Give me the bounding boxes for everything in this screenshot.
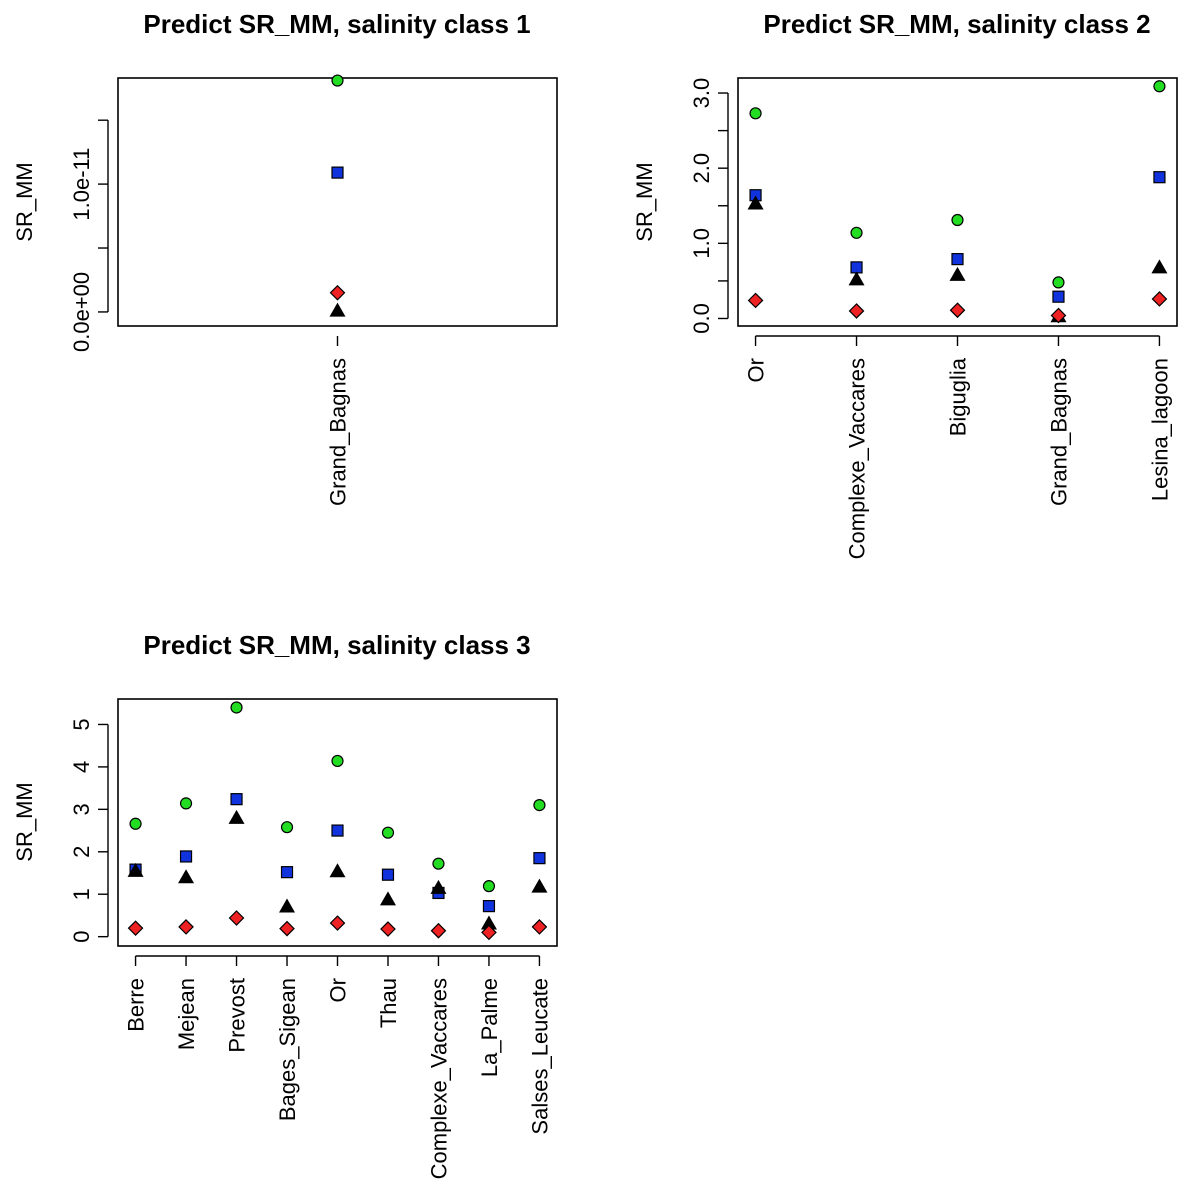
plot-frame [737, 77, 1178, 327]
chart-panel-1: Predict SR_MM, salinity class 1 0.0e+00 1.… [12, 9, 558, 506]
data-point-square [331, 166, 344, 179]
data-point-circle [850, 226, 863, 239]
y-tick-label: 3.0 [689, 78, 714, 109]
data-point-square [1153, 171, 1166, 184]
data-point-square [331, 824, 344, 837]
x-tick-label: Complexe_Vaccares [426, 978, 451, 1179]
data-point-circle [533, 798, 546, 812]
data-point-triangle [531, 878, 548, 893]
data-point-diamond [228, 910, 245, 926]
data-point-circle [1153, 80, 1166, 93]
data-point-square [533, 852, 546, 865]
data-point-diamond [1151, 291, 1168, 307]
x-tick-label: Lesina_lagoon [1147, 358, 1172, 501]
chart-title: Predict SR_MM, salinity class 3 [143, 630, 530, 660]
data-point-diamond [747, 292, 764, 309]
data-point-circle [749, 107, 762, 120]
data-point-triangle [178, 869, 195, 884]
y-tick-label: 1.0e-11 [69, 148, 94, 221]
chart-title: Predict SR_MM, salinity class 2 [763, 9, 1150, 39]
data-point-circle [331, 754, 344, 768]
data-point-triangle [329, 863, 346, 878]
y-tick-label: 5 [69, 718, 94, 730]
data-point-square [850, 261, 863, 274]
data-point-diamond [949, 302, 966, 319]
x-tick-label: Mejean [174, 978, 199, 1050]
chart-title: Predict SR_MM, salinity class 1 [143, 9, 530, 39]
data-point-circle [951, 213, 964, 227]
y-tick-label: 1 [69, 888, 94, 900]
data-point-square [1052, 290, 1065, 303]
data-point-diamond [178, 919, 194, 935]
data-point-diamond [1050, 307, 1067, 324]
x-tick-label: Biguglia [946, 357, 971, 436]
plot-frame [117, 698, 558, 947]
y-tick-label: 4 [69, 761, 94, 773]
y-tick-label: 2.0 [689, 153, 714, 184]
data-point-circle [280, 821, 294, 834]
data-point-circle [331, 74, 344, 87]
x-tick-label: Or [326, 978, 351, 1002]
data-point-triangle [747, 195, 764, 210]
x-tick-label: Grand_Bagnas [1046, 358, 1071, 506]
data-point-diamond [279, 920, 295, 937]
x-tick-label: La_Palme [477, 978, 502, 1077]
data-point-triangle [1151, 259, 1168, 274]
data-point-triangle [127, 862, 144, 877]
data-point-triangle [379, 891, 396, 906]
data-point-square [381, 868, 395, 881]
data-point-circle [381, 826, 395, 839]
data-point-circle [432, 857, 445, 870]
x-tick-label: Grand_Bagnas [326, 358, 351, 506]
data-point-circle [129, 817, 142, 830]
x-tick-label: Berre [124, 978, 149, 1032]
data-point-circle [482, 880, 496, 893]
data-point-triangle [480, 915, 497, 930]
data-point-square [230, 793, 243, 806]
y-tick-label: 0 [69, 931, 94, 943]
y-axis-title: SR_MM [12, 782, 37, 861]
chart-panel-2: Predict SR_MM, salinity class 2 0.0 1.0 2.0… [632, 9, 1178, 559]
data-point-diamond [329, 915, 346, 931]
y-tick-label: 1.0 [689, 228, 714, 259]
x-tick-label: Bages_Sigean [275, 978, 300, 1121]
x-tick-label: Prevost [225, 978, 250, 1053]
x-tick-label: Thau [376, 978, 401, 1028]
data-point-triangle [329, 302, 346, 317]
y-tick-label: 2 [69, 846, 94, 858]
data-point-circle [179, 797, 193, 810]
data-point-diamond [531, 919, 548, 935]
data-point-square [280, 866, 294, 879]
data-point-square [482, 900, 496, 913]
y-tick-label: 0.0 [689, 303, 714, 334]
data-point-diamond [481, 924, 497, 941]
x-tick-label: Or [744, 358, 769, 382]
chart-panel-3: Predict SR_MM, salinity class 3 0 1 2 3 4 5 Ber… [12, 630, 558, 1179]
data-point-triangle [430, 879, 447, 894]
y-axis-title: SR_MM [12, 162, 37, 241]
y-axis-title: SR_MM [632, 162, 657, 241]
data-point-square [179, 850, 193, 863]
data-point-diamond [848, 303, 865, 319]
data-point-diamond [430, 922, 447, 939]
data-point-diamond [127, 920, 144, 937]
data-point-circle [230, 701, 243, 714]
y-tick-label: 3 [69, 803, 94, 815]
data-point-diamond [329, 284, 346, 301]
data-point-triangle [279, 898, 296, 913]
data-point-triangle [949, 266, 966, 281]
x-tick-label: Salses_Leucate [527, 978, 552, 1135]
data-point-square [951, 253, 964, 266]
data-point-triangle [228, 809, 245, 824]
data-point-circle [1052, 276, 1065, 289]
data-point-triangle [848, 271, 865, 286]
y-tick-label: 0.0e+00 [69, 272, 94, 352]
x-tick-label: Complexe_Vaccares [845, 358, 870, 559]
data-point-diamond [380, 921, 396, 937]
